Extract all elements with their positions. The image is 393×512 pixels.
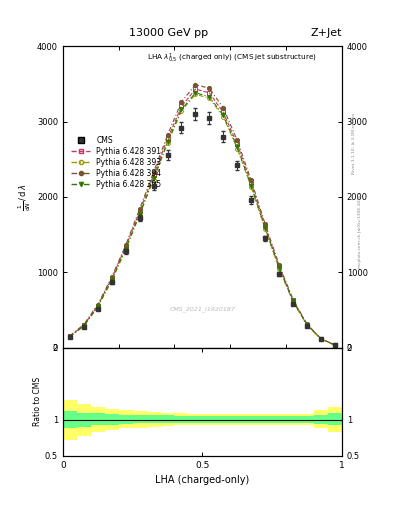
Pythia 6.428 393: [332, 342, 337, 348]
Pythia 6.428 393: [291, 299, 296, 305]
Pythia 6.428 395: [193, 90, 198, 96]
Pythia 6.428 394: [305, 321, 309, 327]
Text: Rivet 3.1.10; ≥ 3.1M events: Rivet 3.1.10; ≥ 3.1M events: [352, 113, 356, 174]
Pythia 6.428 391: [68, 333, 72, 339]
Pythia 6.428 395: [207, 94, 212, 100]
Pythia 6.428 394: [291, 296, 296, 303]
Pythia 6.428 391: [207, 90, 212, 96]
Pythia 6.428 393: [319, 336, 323, 342]
Pythia 6.428 394: [68, 333, 72, 339]
Pythia 6.428 395: [235, 144, 240, 150]
Pythia 6.428 393: [249, 184, 253, 190]
Line: Pythia 6.428 395: Pythia 6.428 395: [68, 91, 337, 347]
Pythia 6.428 393: [95, 304, 100, 310]
Pythia 6.428 391: [305, 322, 309, 328]
Pythia 6.428 393: [68, 334, 72, 340]
Text: CMS_2021_I1920187: CMS_2021_I1920187: [169, 306, 235, 312]
Pythia 6.428 391: [263, 223, 268, 229]
Pythia 6.428 395: [332, 342, 337, 348]
Pythia 6.428 391: [81, 322, 86, 328]
Pythia 6.428 394: [137, 206, 142, 212]
Pythia 6.428 391: [165, 136, 170, 142]
Text: mcplots.cern.ch [arXiv:1306.3436]: mcplots.cern.ch [arXiv:1306.3436]: [358, 193, 362, 268]
Pythia 6.428 394: [249, 177, 253, 183]
X-axis label: LHA (charged-only): LHA (charged-only): [155, 475, 250, 485]
Pythia 6.428 395: [263, 225, 268, 231]
Y-axis label: $\frac{1}{\mathrm{d}N}\,/\,\mathrm{d}\,\lambda$: $\frac{1}{\mathrm{d}N}\,/\,\mathrm{d}\,\…: [17, 183, 33, 211]
Pythia 6.428 394: [165, 132, 170, 138]
Pythia 6.428 395: [221, 113, 226, 119]
Pythia 6.428 395: [305, 322, 309, 328]
Pythia 6.428 393: [123, 247, 128, 253]
Pythia 6.428 393: [81, 323, 86, 329]
Pythia 6.428 394: [207, 86, 212, 92]
Pythia 6.428 394: [151, 169, 156, 175]
Pythia 6.428 393: [109, 278, 114, 284]
Pythia 6.428 395: [68, 333, 72, 339]
Pythia 6.428 391: [319, 336, 323, 342]
Pythia 6.428 394: [263, 221, 268, 227]
Pythia 6.428 395: [81, 323, 86, 329]
Pythia 6.428 394: [221, 105, 226, 111]
Pythia 6.428 395: [151, 175, 156, 181]
Pythia 6.428 394: [123, 242, 128, 248]
Text: LHA $\lambda^{1}_{0.5}$ (charged only) (CMS jet substructure): LHA $\lambda^{1}_{0.5}$ (charged only) (…: [147, 52, 316, 66]
Pythia 6.428 393: [277, 266, 281, 272]
Pythia 6.428 391: [249, 180, 253, 186]
Pythia 6.428 395: [109, 277, 114, 283]
Pythia 6.428 391: [151, 172, 156, 178]
Y-axis label: Ratio to CMS: Ratio to CMS: [33, 377, 42, 426]
Pythia 6.428 395: [137, 211, 142, 217]
Pythia 6.428 393: [263, 226, 268, 232]
Text: 13000 GeV pp: 13000 GeV pp: [129, 28, 208, 38]
Pythia 6.428 394: [193, 81, 198, 88]
Pythia 6.428 395: [249, 183, 253, 189]
Pythia 6.428 391: [291, 297, 296, 304]
Pythia 6.428 393: [137, 212, 142, 218]
Pythia 6.428 391: [193, 86, 198, 92]
Line: Pythia 6.428 391: Pythia 6.428 391: [68, 87, 337, 347]
Pythia 6.428 391: [332, 342, 337, 348]
Pythia 6.428 391: [221, 110, 226, 116]
Pythia 6.428 393: [179, 108, 184, 114]
Text: Z+Jet: Z+Jet: [310, 28, 342, 38]
Pythia 6.428 391: [95, 303, 100, 309]
Pythia 6.428 394: [81, 322, 86, 328]
Pythia 6.428 391: [235, 141, 240, 147]
Pythia 6.428 394: [109, 274, 114, 280]
Pythia 6.428 393: [193, 91, 198, 97]
Pythia 6.428 394: [332, 342, 337, 348]
Pythia 6.428 391: [179, 103, 184, 110]
Pythia 6.428 391: [277, 263, 281, 269]
Pythia 6.428 393: [207, 95, 212, 101]
Pythia 6.428 394: [319, 335, 323, 342]
Pythia 6.428 395: [95, 304, 100, 310]
Pythia 6.428 394: [235, 137, 240, 143]
Pythia 6.428 391: [137, 208, 142, 215]
Pythia 6.428 395: [123, 246, 128, 252]
Pythia 6.428 394: [95, 302, 100, 308]
Pythia 6.428 395: [179, 106, 184, 113]
Pythia 6.428 391: [123, 244, 128, 250]
Pythia 6.428 393: [235, 145, 240, 152]
Line: Pythia 6.428 394: Pythia 6.428 394: [68, 82, 337, 347]
Pythia 6.428 395: [165, 139, 170, 145]
Pythia 6.428 395: [277, 265, 281, 271]
Line: Pythia 6.428 393: Pythia 6.428 393: [68, 93, 337, 347]
Pythia 6.428 394: [179, 99, 184, 105]
Pythia 6.428 393: [221, 114, 226, 120]
Pythia 6.428 393: [165, 140, 170, 146]
Pythia 6.428 394: [277, 262, 281, 268]
Pythia 6.428 395: [319, 336, 323, 342]
Legend: CMS, Pythia 6.428 391, Pythia 6.428 393, Pythia 6.428 394, Pythia 6.428 395: CMS, Pythia 6.428 391, Pythia 6.428 393,…: [70, 135, 163, 190]
Pythia 6.428 395: [291, 298, 296, 305]
Pythia 6.428 393: [305, 322, 309, 328]
Pythia 6.428 391: [109, 275, 114, 282]
Pythia 6.428 393: [151, 177, 156, 183]
